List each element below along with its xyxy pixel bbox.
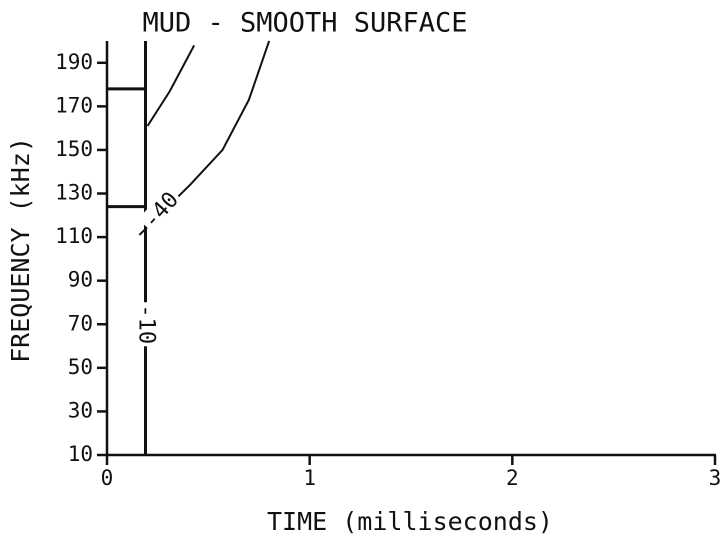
- y-tick-label: 110: [55, 224, 93, 248]
- x-tick-label: 2: [506, 466, 519, 490]
- y-axis-label: FREQUENCY (kHz): [6, 137, 35, 363]
- contour-label: -10: [134, 304, 159, 344]
- y-tick-label: 170: [55, 93, 93, 117]
- y-tick-label: 130: [55, 181, 93, 205]
- y-tick-label: 90: [68, 268, 93, 292]
- y-tick-label: 150: [55, 137, 93, 161]
- contour-line: [107, 41, 148, 455]
- y-tick-label: 190: [55, 50, 93, 74]
- y-tick-label: 30: [68, 398, 93, 422]
- x-tick-label: 1: [303, 466, 316, 490]
- x-axis-label: TIME (milliseconds): [267, 507, 553, 536]
- contour-label-bg: [133, 302, 158, 347]
- y-tick-label: 70: [68, 311, 93, 335]
- contour-label-bg: [138, 186, 186, 236]
- y-tick-label: 10: [68, 442, 93, 466]
- chart-title: MUD - SMOOTH SURFACE: [142, 8, 467, 39]
- x-tick-label: 3: [709, 466, 722, 490]
- x-tick-label: 0: [101, 466, 114, 490]
- y-tick-label: 50: [68, 355, 93, 379]
